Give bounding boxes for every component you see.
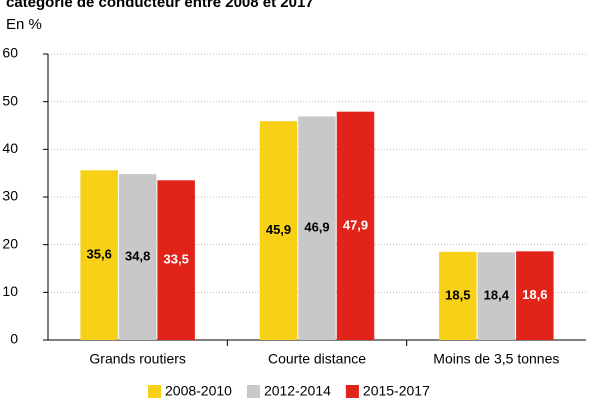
value-label: 18,4 [484, 288, 510, 303]
bar [157, 180, 195, 340]
legend-swatch [246, 385, 260, 398]
bar [80, 170, 118, 340]
value-label: 46,9 [304, 220, 329, 235]
bar [516, 251, 554, 340]
y-tick-label: 20 [2, 235, 18, 251]
value-label: 34,8 [125, 248, 150, 263]
x-tick-label: Courte distance [268, 351, 366, 367]
legend-label: 2015-2017 [363, 383, 430, 399]
bar [477, 252, 516, 340]
legend-swatch [345, 385, 359, 398]
value-label: 18,6 [522, 287, 547, 302]
legend-label: 2008-2010 [165, 383, 232, 399]
value-label: 45,9 [266, 222, 291, 237]
bar [118, 174, 157, 340]
chart-subtitle: En % [6, 16, 42, 33]
x-tick-label: Moins de 3,5 tonnes [433, 351, 559, 367]
y-tick-label: 0 [10, 331, 18, 347]
legend-swatch [148, 385, 161, 398]
value-label: 35,6 [87, 247, 112, 262]
y-tick-label: 30 [2, 188, 18, 204]
bar [336, 111, 375, 340]
chart-title: catégorie de conducteur entre 2008 et 20… [6, 0, 314, 11]
bar [298, 116, 336, 341]
legend-label: 2012-2014 [264, 383, 331, 399]
bar [259, 121, 298, 341]
bar [439, 251, 477, 340]
value-label: 18,5 [445, 287, 470, 302]
y-tick-label: 40 [2, 140, 18, 156]
y-tick-label: 10 [2, 283, 18, 299]
y-tick-label: 50 [2, 92, 18, 108]
value-label: 47,9 [343, 217, 368, 232]
value-label: 33,5 [164, 252, 189, 267]
x-tick-label: Grands routiers [89, 351, 185, 367]
y-tick-label: 60 [2, 45, 18, 61]
